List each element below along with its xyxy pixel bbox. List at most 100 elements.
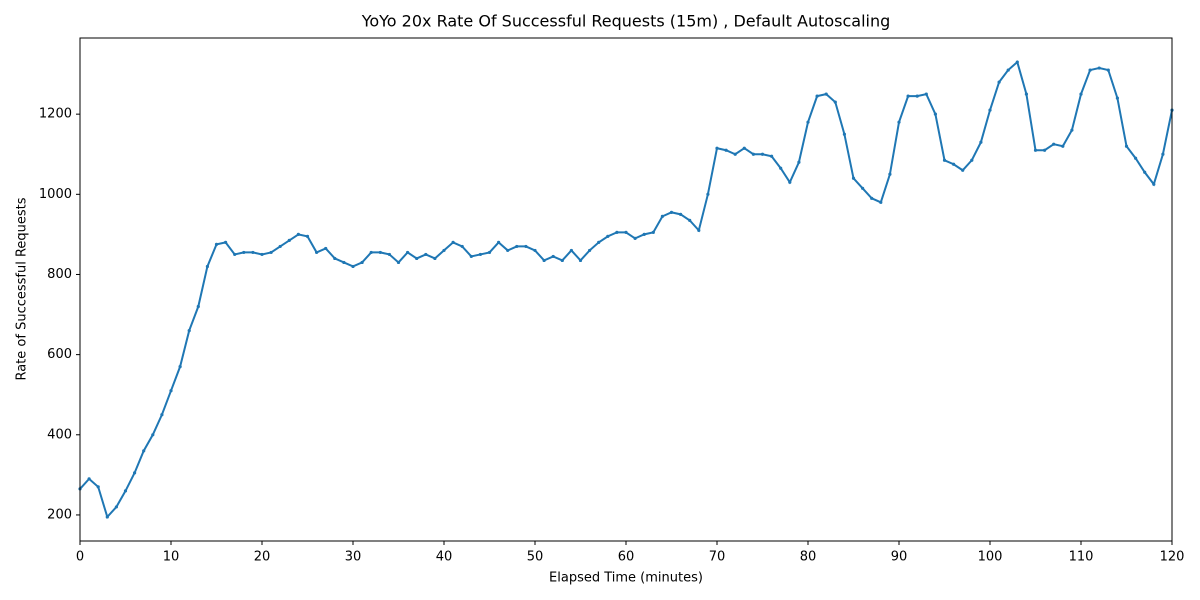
data-point [497,240,501,245]
y-tick-label: 600 [47,347,72,362]
data-point [578,258,583,263]
data-point [515,244,519,249]
data-point [342,260,346,265]
data-point [1161,152,1165,156]
data-point [697,228,701,232]
data-point [770,154,774,158]
plot-frame [79,37,1173,542]
data-point [396,260,401,265]
data-point [760,152,765,156]
data-point [797,160,801,164]
data-point [269,250,273,255]
x-tick-label: 0 [76,550,84,565]
data-point [96,485,100,489]
data-point [1024,92,1028,96]
data-point [915,94,919,98]
data-point [287,238,291,243]
data-point [415,256,419,261]
data-line [79,60,1173,519]
data-point [742,146,746,150]
data-point [897,120,901,124]
data-point [1015,60,1019,64]
x-tick-label: 110 [1069,550,1094,565]
data-point [524,244,528,249]
data-point [105,515,109,519]
data-point [724,148,728,152]
x-tick-label: 30 [345,550,362,565]
x-axis-label: Elapsed Time (minutes) [549,571,703,586]
data-point [469,254,473,259]
data-point [333,256,337,261]
data-point [1079,92,1083,96]
data-point [997,80,1001,84]
data-point [87,477,91,481]
data-point [123,489,128,493]
x-tick-label: 60 [618,550,635,565]
x-tick-label: 80 [800,550,817,565]
data-point [369,250,373,255]
data-point [178,365,182,369]
data-point [133,471,137,475]
data-point [478,252,482,257]
data-point [233,252,237,257]
x-tick-label: 90 [891,550,908,565]
data-point [1088,68,1092,72]
data-point [315,250,319,255]
chart-title: YoYo 20x Rate Of Successful Requests (15… [361,12,891,31]
y-tick-label: 1000 [39,187,72,202]
data-point [351,264,355,269]
data-point [624,230,628,234]
data-point [924,92,928,96]
data-point [633,236,637,240]
data-point [961,168,965,172]
data-point [1124,144,1129,148]
data-point [487,250,492,255]
data-point [788,180,792,184]
data-point [1043,148,1047,152]
data-point [569,248,574,253]
data-point [988,108,992,112]
y-tick-label: 1200 [39,107,72,122]
x-tick-label: 100 [978,550,1003,565]
data-point [114,505,118,509]
data-point [260,252,264,257]
data-point [406,250,410,255]
data-point [451,240,455,245]
data-point [169,389,173,393]
data-point [806,120,810,124]
data-point [970,158,974,162]
data-point [151,433,155,437]
data-point [833,100,837,104]
data-point [615,230,619,234]
x-tick-label: 50 [527,550,544,565]
y-tick-label: 200 [47,507,72,522]
y-tick-label: 400 [47,427,72,442]
data-point [842,132,847,136]
x-tick-label: 20 [254,550,271,565]
data-point [669,210,674,214]
data-point [851,176,856,180]
data-point [533,248,537,253]
data-point [542,258,546,263]
x-tick-label: 40 [436,550,453,565]
y-axis-label: Rate of Successful Requests [15,197,30,380]
data-point [1134,156,1138,160]
data-point [460,244,464,249]
data-point [952,162,956,166]
data-point [1070,128,1074,132]
data-point [324,246,328,251]
data-point [560,258,564,263]
x-tick-label: 70 [709,550,726,565]
data-point [861,186,865,190]
x-tick-label: 120 [1160,550,1185,565]
data-point [1106,68,1110,72]
data-point [588,248,592,253]
data-point [424,252,428,257]
data-point [1152,182,1156,186]
data-point [979,140,983,144]
data-point [360,260,364,265]
data-point [551,254,555,259]
data-point [870,196,874,200]
data-point [651,230,655,234]
